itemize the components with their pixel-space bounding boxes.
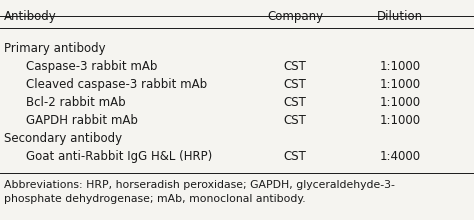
Text: Primary antibody: Primary antibody (4, 42, 106, 55)
Text: CST: CST (283, 96, 306, 109)
Text: Bcl-2 rabbit mAb: Bcl-2 rabbit mAb (26, 96, 126, 109)
Text: 1:1000: 1:1000 (380, 78, 420, 91)
Text: GAPDH rabbit mAb: GAPDH rabbit mAb (26, 114, 138, 127)
Text: 1:1000: 1:1000 (380, 96, 420, 109)
Text: Dilution: Dilution (377, 10, 423, 23)
Text: Secondary antibody: Secondary antibody (4, 132, 122, 145)
Text: 1:1000: 1:1000 (380, 60, 420, 73)
Text: 1:4000: 1:4000 (380, 150, 420, 163)
Text: Abbreviations: HRP, horseradish peroxidase; GAPDH, glyceraldehyde-3-: Abbreviations: HRP, horseradish peroxida… (4, 180, 395, 190)
Text: phosphate dehydrogenase; mAb, monoclonal antibody.: phosphate dehydrogenase; mAb, monoclonal… (4, 194, 306, 204)
Text: CST: CST (283, 150, 306, 163)
Text: Antibody: Antibody (4, 10, 57, 23)
Text: CST: CST (283, 60, 306, 73)
Text: CST: CST (283, 114, 306, 127)
Text: Cleaved caspase-3 rabbit mAb: Cleaved caspase-3 rabbit mAb (26, 78, 207, 91)
Text: CST: CST (283, 78, 306, 91)
Text: Goat anti-Rabbit IgG H&L (HRP): Goat anti-Rabbit IgG H&L (HRP) (26, 150, 212, 163)
Text: 1:1000: 1:1000 (380, 114, 420, 127)
Text: Caspase-3 rabbit mAb: Caspase-3 rabbit mAb (26, 60, 157, 73)
Text: Company: Company (267, 10, 323, 23)
